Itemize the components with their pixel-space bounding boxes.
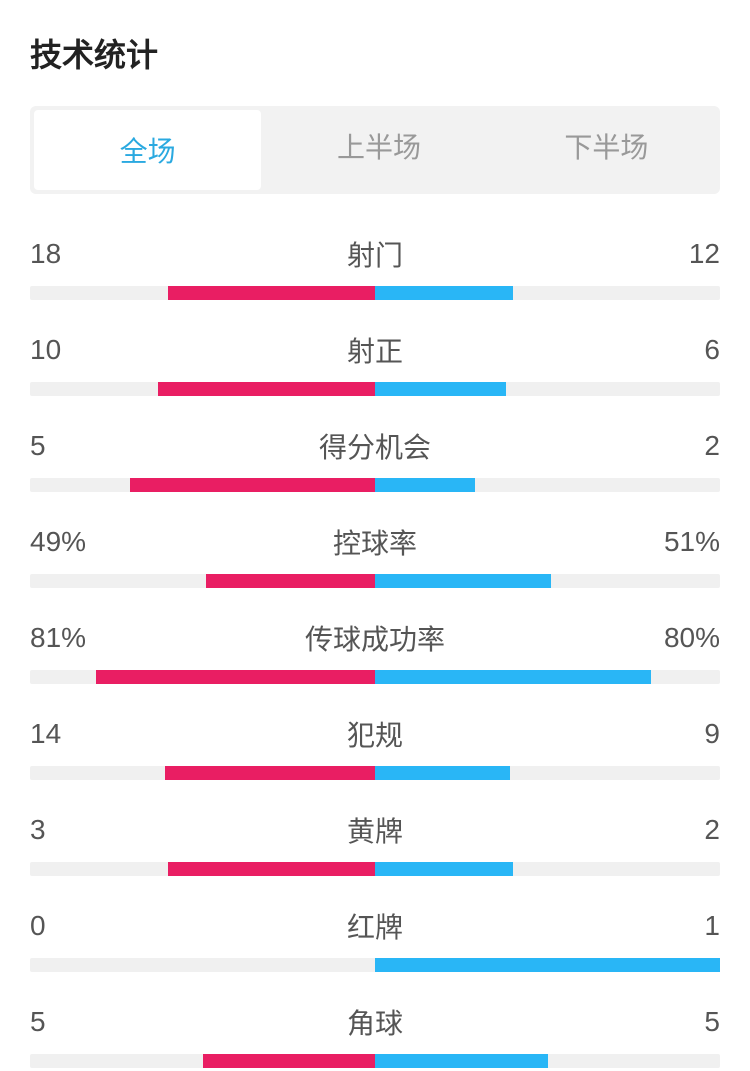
stat-bar-left-half bbox=[30, 862, 375, 876]
stat-header: 10射正6 bbox=[30, 330, 720, 370]
stat-header: 49%控球率51% bbox=[30, 522, 720, 562]
stat-bar-track bbox=[30, 286, 720, 300]
stat-right-value: 80% bbox=[660, 622, 720, 654]
stat-bar-right-fill bbox=[375, 862, 513, 876]
stat-bar-left-fill bbox=[206, 574, 375, 588]
stat-right-value: 9 bbox=[660, 718, 720, 750]
stat-bar-track bbox=[30, 574, 720, 588]
stat-bar-left-fill bbox=[130, 478, 375, 492]
stat-bar-track bbox=[30, 1054, 720, 1068]
stat-header: 14犯规9 bbox=[30, 714, 720, 754]
stat-header: 5得分机会2 bbox=[30, 426, 720, 466]
stat-bar-right-half bbox=[375, 574, 720, 588]
stat-bar-right-half bbox=[375, 1054, 720, 1068]
stat-bar-left-half bbox=[30, 382, 375, 396]
stat-right-value: 5 bbox=[660, 1006, 720, 1038]
stat-bar-right-fill bbox=[375, 574, 551, 588]
stat-row: 3黄牌2 bbox=[30, 810, 720, 876]
stat-bar-right-half bbox=[375, 766, 720, 780]
tab-2[interactable]: 下半场 bbox=[493, 106, 720, 194]
stat-right-value: 2 bbox=[660, 814, 720, 846]
stat-bar-right-fill bbox=[375, 958, 720, 972]
stat-row: 81%传球成功率80% bbox=[30, 618, 720, 684]
stat-left-value: 10 bbox=[30, 334, 90, 366]
stat-label: 射正 bbox=[90, 330, 660, 370]
stat-bar-left-half bbox=[30, 574, 375, 588]
stat-bar-track bbox=[30, 958, 720, 972]
stat-header: 18射门12 bbox=[30, 234, 720, 274]
stat-right-value: 12 bbox=[660, 238, 720, 270]
stat-header: 0红牌1 bbox=[30, 906, 720, 946]
stat-bar-left-half bbox=[30, 958, 375, 972]
stat-bar-left-fill bbox=[203, 1054, 376, 1068]
stat-bar-right-half bbox=[375, 958, 720, 972]
stat-left-value: 49% bbox=[30, 526, 90, 558]
stat-bar-track bbox=[30, 862, 720, 876]
stat-bar-right-half bbox=[375, 862, 720, 876]
stat-bar-left-fill bbox=[165, 766, 375, 780]
tabs-container: 全场上半场下半场 bbox=[30, 106, 720, 194]
stat-label: 射门 bbox=[90, 234, 660, 274]
stat-bar-left-fill bbox=[168, 862, 375, 876]
stat-header: 5角球5 bbox=[30, 1002, 720, 1042]
stat-row: 18射门12 bbox=[30, 234, 720, 300]
stat-bar-right-fill bbox=[375, 1054, 548, 1068]
stat-bar-right-fill bbox=[375, 286, 513, 300]
stats-list: 18射门1210射正65得分机会249%控球率51%81%传球成功率80%14犯… bbox=[30, 234, 720, 1068]
stat-left-value: 81% bbox=[30, 622, 90, 654]
stat-right-value: 51% bbox=[660, 526, 720, 558]
stat-bar-right-fill bbox=[375, 766, 510, 780]
stat-row: 5得分机会2 bbox=[30, 426, 720, 492]
stat-row: 5角球5 bbox=[30, 1002, 720, 1068]
stat-bar-right-fill bbox=[375, 478, 475, 492]
stat-right-value: 1 bbox=[660, 910, 720, 942]
stat-label: 犯规 bbox=[90, 714, 660, 754]
stat-right-value: 6 bbox=[660, 334, 720, 366]
stat-bar-left-fill bbox=[158, 382, 375, 396]
stat-bar-track bbox=[30, 478, 720, 492]
stat-label: 控球率 bbox=[90, 522, 660, 562]
stat-bar-track bbox=[30, 670, 720, 684]
stat-label: 黄牌 bbox=[90, 810, 660, 850]
stat-bar-right-half bbox=[375, 382, 720, 396]
stat-bar-left-half bbox=[30, 478, 375, 492]
stat-label: 角球 bbox=[90, 1002, 660, 1042]
stat-bar-track bbox=[30, 766, 720, 780]
stat-bar-right-half bbox=[375, 478, 720, 492]
stat-bar-right-fill bbox=[375, 382, 506, 396]
stat-bar-track bbox=[30, 382, 720, 396]
tab-0[interactable]: 全场 bbox=[34, 110, 261, 190]
stat-label: 传球成功率 bbox=[90, 618, 660, 658]
stat-left-value: 0 bbox=[30, 910, 90, 942]
stat-left-value: 18 bbox=[30, 238, 90, 270]
stat-label: 得分机会 bbox=[90, 426, 660, 466]
stat-bar-left-half bbox=[30, 1054, 375, 1068]
stat-label: 红牌 bbox=[90, 906, 660, 946]
page-title: 技术统计 bbox=[30, 30, 720, 76]
stat-row: 14犯规9 bbox=[30, 714, 720, 780]
stat-row: 10射正6 bbox=[30, 330, 720, 396]
stat-left-value: 5 bbox=[30, 1006, 90, 1038]
stat-left-value: 14 bbox=[30, 718, 90, 750]
stat-bar-left-fill bbox=[96, 670, 375, 684]
stat-row: 0红牌1 bbox=[30, 906, 720, 972]
stat-right-value: 2 bbox=[660, 430, 720, 462]
stat-left-value: 5 bbox=[30, 430, 90, 462]
stat-bar-left-half bbox=[30, 670, 375, 684]
stat-bar-left-half bbox=[30, 766, 375, 780]
tab-1[interactable]: 上半场 bbox=[265, 106, 492, 194]
stat-row: 49%控球率51% bbox=[30, 522, 720, 588]
stat-bar-right-half bbox=[375, 286, 720, 300]
stat-bar-left-fill bbox=[168, 286, 375, 300]
stat-header: 81%传球成功率80% bbox=[30, 618, 720, 658]
stat-bar-right-fill bbox=[375, 670, 651, 684]
stat-header: 3黄牌2 bbox=[30, 810, 720, 850]
stat-bar-left-half bbox=[30, 286, 375, 300]
stat-left-value: 3 bbox=[30, 814, 90, 846]
stat-bar-right-half bbox=[375, 670, 720, 684]
